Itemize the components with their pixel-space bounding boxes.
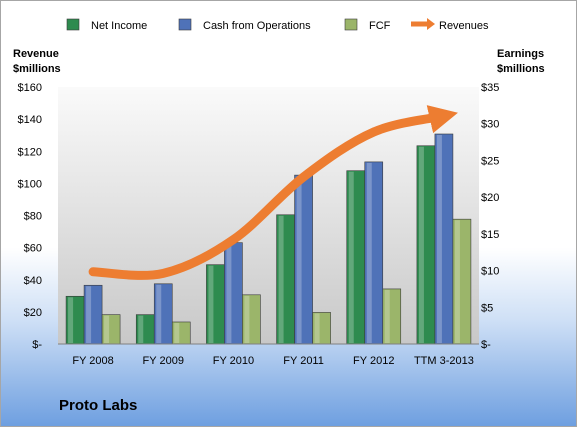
bar-fcf <box>312 312 331 345</box>
bar-highlight <box>296 176 302 343</box>
left-tick-label: $160 <box>18 82 42 94</box>
legend-swatch <box>344 18 358 31</box>
bar-highlight <box>348 171 354 343</box>
bar-highlight <box>86 286 92 343</box>
left-tick-label: $100 <box>18 178 42 190</box>
bar-cash-from-operations <box>294 174 313 345</box>
bars <box>65 133 472 345</box>
bar-highlight <box>418 146 424 343</box>
bar-highlight <box>226 243 232 343</box>
right-axis-title: $millions <box>497 63 545 75</box>
left-tick-label: $140 <box>18 114 42 126</box>
right-tick-label: $20 <box>481 192 499 204</box>
bar-net-income <box>416 145 436 345</box>
bar-highlight <box>366 162 372 343</box>
bar-highlight <box>174 322 180 343</box>
bar-net-income <box>135 314 155 345</box>
right-axis: $- $5 $10 $15 $20 $25 $30 $35 <box>481 82 499 351</box>
bar-highlight <box>314 313 320 343</box>
right-tick-label: $30 <box>481 119 499 131</box>
legend-label: Net Income <box>91 20 147 32</box>
bar-cash-from-operations <box>434 133 454 345</box>
bar-fcf <box>171 321 191 345</box>
bar-cash-from-operations <box>364 161 384 345</box>
bar-cash-from-operations <box>224 242 243 345</box>
left-axis-title: Revenue <box>13 48 59 60</box>
bar-cash-from-operations <box>83 284 103 345</box>
left-tick-label: $- <box>32 339 42 351</box>
bar-highlight <box>244 295 250 343</box>
right-tick-label: $10 <box>481 266 499 278</box>
x-tick-label: FY 2009 <box>143 355 184 367</box>
legend-item-cash-from-operations: Cash from Operations <box>178 18 311 32</box>
revenue-line <box>88 105 458 280</box>
x-axis: FY 2008 FY 2009 FY 2010 FY 2011 FY 2012 TTM 3… <box>58 343 479 367</box>
left-axis: $- $20 $40 $60 $80 $100 $120 $140 $160 <box>18 82 43 351</box>
legend-label: Revenues <box>439 20 489 32</box>
legend-label: FCF <box>369 20 391 32</box>
company-name: Proto Labs <box>59 397 138 414</box>
legend-item-net-income: Net Income <box>66 18 147 32</box>
x-tick-label: TTM 3-2013 <box>414 355 474 367</box>
bar-highlight <box>138 315 144 343</box>
left-tick-label: $20 <box>24 307 42 319</box>
legend-arrow-swatch <box>427 18 435 30</box>
bar-net-income <box>346 170 366 345</box>
bar-highlight <box>208 265 214 343</box>
legend-item-revenues: Revenues <box>411 18 489 32</box>
legend-label: Cash from Operations <box>203 20 311 32</box>
bar-highlight <box>68 297 74 343</box>
left-tick-label: $40 <box>24 275 42 287</box>
right-axis-title: Earnings <box>497 48 544 60</box>
bar-fcf <box>382 288 402 345</box>
bar-fcf <box>452 218 472 345</box>
bar-highlight <box>104 315 110 343</box>
right-tick-label: $15 <box>481 229 499 241</box>
right-tick-label: $- <box>481 339 491 351</box>
x-tick-label: FY 2012 <box>353 355 394 367</box>
bar-highlight <box>156 284 162 343</box>
bar-highlight <box>454 220 460 343</box>
axis-titles: Revenue $millions Earnings $millions <box>13 48 545 75</box>
bar-cash-from-operations <box>153 283 173 345</box>
bar-net-income <box>65 295 85 345</box>
bar-highlight <box>436 134 442 343</box>
left-axis-title: $millions <box>13 63 61 75</box>
right-tick-label: $5 <box>481 302 493 314</box>
plot-area <box>58 87 479 344</box>
right-tick-label: $25 <box>481 155 499 167</box>
bar-highlight <box>384 289 390 343</box>
left-tick-label: $120 <box>18 146 42 158</box>
line-revenues <box>88 105 458 280</box>
legend-item-fcf: FCF <box>344 18 391 32</box>
x-tick-label: FY 2010 <box>213 355 254 367</box>
legend: Net Income Cash from Operations FCF Revenue… <box>66 18 489 32</box>
right-tick-label: $35 <box>481 82 499 94</box>
bar-fcf <box>101 314 121 345</box>
bar-net-income <box>206 264 225 345</box>
legend-swatch <box>66 18 80 31</box>
left-tick-label: $60 <box>24 243 42 255</box>
x-tick-label: FY 2008 <box>72 355 113 367</box>
left-tick-label: $80 <box>24 211 42 223</box>
bar-net-income <box>276 214 295 345</box>
bar-fcf <box>242 294 261 345</box>
legend-swatch <box>178 18 192 31</box>
x-tick-label: FY 2011 <box>283 355 324 367</box>
bar-highlight <box>278 215 284 343</box>
